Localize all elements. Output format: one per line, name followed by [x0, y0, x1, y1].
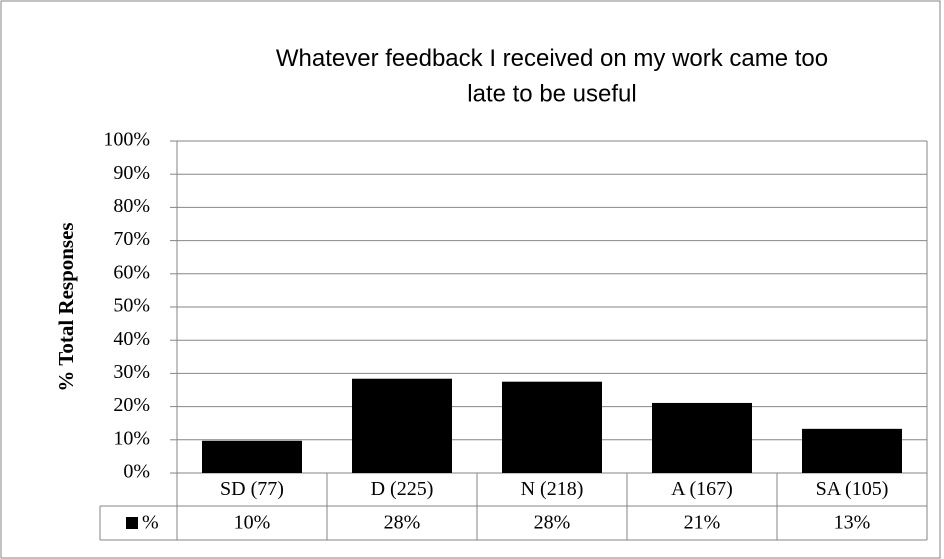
chart-title-line-1: Whatever feedback I received on my work …: [276, 45, 828, 72]
data-label: 13%: [834, 512, 871, 534]
data-label: 10%: [234, 512, 271, 534]
data-label: 21%: [684, 512, 721, 534]
bar: [802, 428, 902, 473]
bar: [652, 402, 752, 473]
legend-swatch: [126, 517, 138, 529]
data-label: 28%: [534, 512, 571, 534]
data-label: 28%: [384, 512, 421, 534]
y-tick-label: 100%: [103, 129, 150, 151]
y-tick-label: 60%: [113, 261, 150, 283]
y-tick-label: 10%: [113, 427, 150, 449]
y-tick-label: 40%: [113, 328, 150, 350]
x-tick-label: A (167): [671, 478, 733, 500]
x-tick-label: SA (105): [816, 478, 889, 500]
bar: [352, 378, 452, 473]
x-tick-label: SD (77): [220, 478, 284, 500]
x-tick-label: D (225): [371, 478, 434, 500]
y-tick-label: 80%: [113, 195, 150, 217]
bar: [202, 440, 302, 473]
y-tick-label: 20%: [113, 394, 150, 416]
y-tick-label: 30%: [113, 361, 150, 383]
y-tick-label: 50%: [113, 295, 150, 317]
y-tick-label: 0%: [123, 461, 150, 483]
x-tick-label: N (218): [521, 478, 584, 500]
bar: [502, 381, 602, 473]
chart-title-line-2: late to be useful: [467, 80, 636, 107]
y-tick-label: 90%: [113, 162, 150, 184]
legend-label: %: [142, 512, 159, 534]
y-tick-label: 70%: [113, 228, 150, 250]
y-axis-title: % Total Responses: [54, 222, 78, 391]
